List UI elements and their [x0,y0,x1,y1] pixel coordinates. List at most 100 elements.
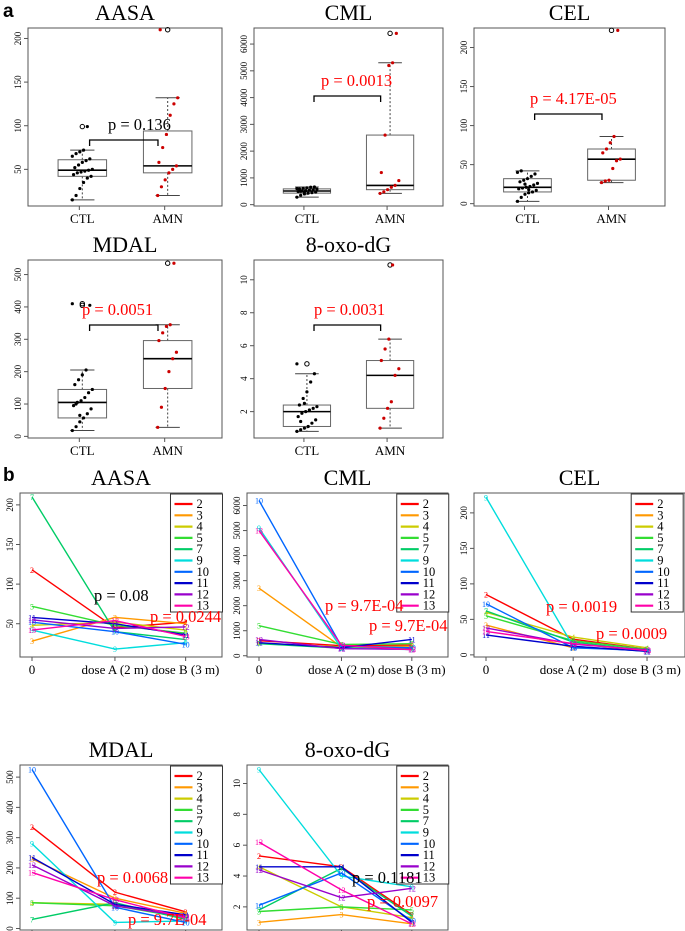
p-value: p = 4.17E-05 [530,89,617,108]
series-point-label: 12 [28,861,36,870]
legend-box [169,765,223,885]
legend-box [169,493,223,613]
chart-title: 8-oxo-dG [305,737,391,762]
series-point-label: 7 [339,864,343,873]
data-point [157,160,161,164]
series-line [485,634,648,653]
data-point [171,167,175,171]
chart-title: 8-oxo-dG [306,232,392,257]
series-point-label: 9 [30,840,34,849]
data-point [74,425,78,429]
data-point [533,172,537,176]
series-point-label: 10 [111,903,119,912]
series-point-label: 13 [569,640,577,649]
series-point-label: 10 [255,901,263,910]
p-value: p = 0.1181 [352,868,423,887]
series-point-label: 5 [30,602,34,611]
series-point-label: 13 [111,617,119,626]
p-value: p = 0.136 [108,115,171,134]
data-point [378,191,382,196]
legend-label: 12 [196,587,209,601]
series-point-label: 5 [184,629,188,638]
y-tick-label: 5000 [239,61,249,80]
box [57,159,108,177]
legend-label: 5 [196,531,202,545]
y-tick-label: 8 [239,310,249,315]
y-tick-label: 1000 [232,621,242,640]
data-point [85,176,89,180]
data-point [159,405,164,409]
data-point [389,185,393,189]
series-point-label: 12 [255,635,263,644]
series-point-label: 3 [257,584,261,593]
data-point [297,403,302,407]
series-point-label: 5 [484,612,488,621]
data-point [80,160,84,164]
series-point-label: 7 [184,636,188,645]
outlier [304,361,310,367]
data-point [81,416,86,420]
y-tick-label: 200 [13,31,23,45]
series-line [31,843,186,924]
data-point [523,192,527,196]
series-point-label: 3 [184,620,188,629]
legend-label: 12 [423,859,436,873]
y-tick-label: 100 [5,577,15,591]
data-point [379,358,383,363]
series-point-label: 9 [645,647,649,656]
x-tick-label: CTL [295,443,320,458]
y-tick-label: 100 [5,891,15,905]
data-point [71,172,76,177]
chart-5: AASA 50 100 150 200 0 dose A (2 m) dose B (3 m)… [5,465,223,677]
series-point-label: 13 [182,632,190,641]
x-tick-label: dose B (3 m) [613,662,681,677]
plot-frame [473,27,666,207]
series-point-label: 12 [408,884,416,893]
series-point-label: 11 [338,863,346,872]
chart-title: MDAL [93,232,158,257]
series-point-label: 3 [184,909,188,918]
data-point [86,391,91,395]
data-point [517,187,521,191]
x-tick-label: CTL [515,211,540,226]
series-line [31,864,186,918]
data-point [314,190,318,194]
legend-label: 7 [196,542,202,556]
data-point [608,141,612,145]
series-point-label: 5 [339,903,343,912]
data-point [174,350,179,354]
series-point-label: 9 [184,639,188,648]
y-tick-label: 200 [459,40,469,54]
plot-frame [27,259,223,439]
data-point [524,185,528,189]
series-point-label: 13 [482,627,490,636]
data-point [312,185,317,189]
series-point-label: 9 [257,524,261,533]
x-tick-label: dose A (2 m) [82,662,149,677]
series-line [258,530,412,651]
y-tick-label: 0 [459,652,469,657]
series-point-label: 11 [255,639,263,648]
x-tick-label: dose A (2 m) [308,662,375,677]
series-line [258,500,412,649]
data-point [515,170,520,175]
y-tick-label: 500 [5,770,15,784]
y-tick-label: 3000 [232,571,242,590]
series-line [258,906,412,913]
series-point-label: 12 [28,616,36,625]
legend-label: 3 [196,780,202,794]
series-point-label: 13 [28,868,36,877]
data-point [534,188,538,192]
series-point-label: 2 [571,635,575,644]
data-point [164,324,169,328]
legend-label: 11 [423,576,435,590]
legend-label: 12 [657,587,670,601]
y-tick-label: 10 [239,275,249,285]
data-point [310,191,314,195]
series-point-label: 7 [484,607,488,616]
data-point [393,373,397,377]
data-point [382,416,386,420]
series-point-label: 3 [257,918,261,927]
data-point [157,338,161,343]
